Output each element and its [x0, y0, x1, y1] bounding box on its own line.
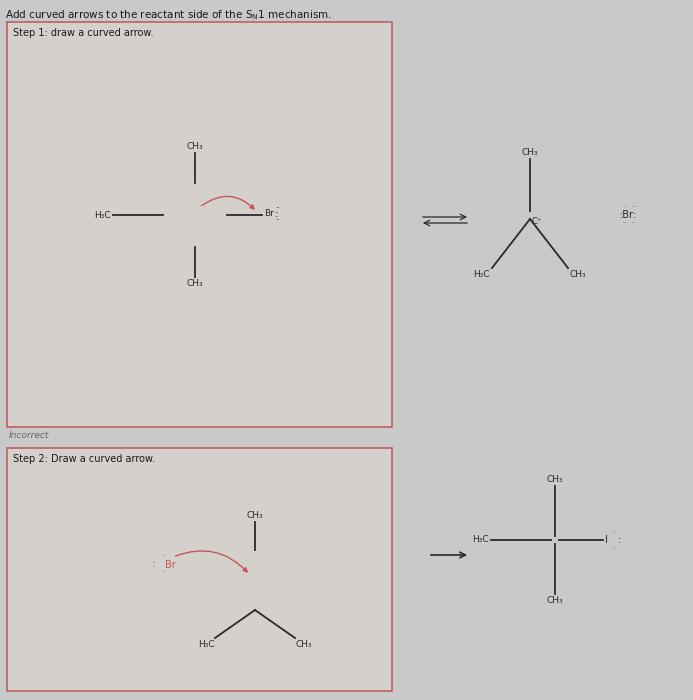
Text: Step 2: Draw a curved arrow.: Step 2: Draw a curved arrow. [13, 454, 155, 464]
Text: ··: ·· [611, 545, 615, 550]
Text: H₃C: H₃C [473, 270, 490, 279]
Text: CH₃: CH₃ [247, 511, 263, 520]
Text: :Br:: :Br: [620, 210, 637, 220]
Text: Add curved arrows to the reactant side of the S$_\mathrm{N}$1 mechanism.: Add curved arrows to the reactant side o… [5, 8, 332, 22]
Text: ··: ·· [198, 204, 202, 209]
FancyArrowPatch shape [175, 551, 247, 572]
Text: ··: ·· [275, 217, 279, 223]
Text: :: : [615, 535, 622, 545]
Text: H₃C: H₃C [94, 211, 111, 220]
FancyArrowPatch shape [202, 196, 254, 209]
Text: ··: ·· [275, 205, 279, 211]
Text: CH₃: CH₃ [547, 596, 563, 605]
Bar [7, 448, 392, 691]
Text: H₃C: H₃C [473, 536, 489, 545]
Text: ··: ·· [161, 570, 165, 575]
Text: CH₃: CH₃ [186, 142, 203, 151]
Bar [7, 22, 392, 427]
Text: CH₃: CH₃ [186, 279, 203, 288]
Text: C⁺: C⁺ [532, 217, 543, 226]
Text: ··   ··: ·· ·· [623, 204, 635, 209]
Text: :: : [151, 559, 155, 569]
Text: ··: ·· [161, 554, 165, 559]
Text: ··: ·· [611, 529, 615, 535]
Text: I: I [605, 535, 608, 545]
Text: CH₃: CH₃ [522, 148, 538, 157]
Text: Br: Br [165, 560, 176, 570]
Text: ··   ··: ·· ·· [623, 220, 635, 225]
Text: Incorrect: Incorrect [9, 431, 49, 440]
Text: Br: Br [264, 209, 274, 218]
Text: CH₃: CH₃ [295, 640, 312, 649]
Text: CH₃: CH₃ [547, 475, 563, 484]
Text: H₃C: H₃C [198, 640, 215, 649]
Text: :: : [275, 209, 279, 219]
Text: Step 1: draw a curved arrow.: Step 1: draw a curved arrow. [13, 28, 154, 38]
Text: CH₃: CH₃ [570, 270, 587, 279]
